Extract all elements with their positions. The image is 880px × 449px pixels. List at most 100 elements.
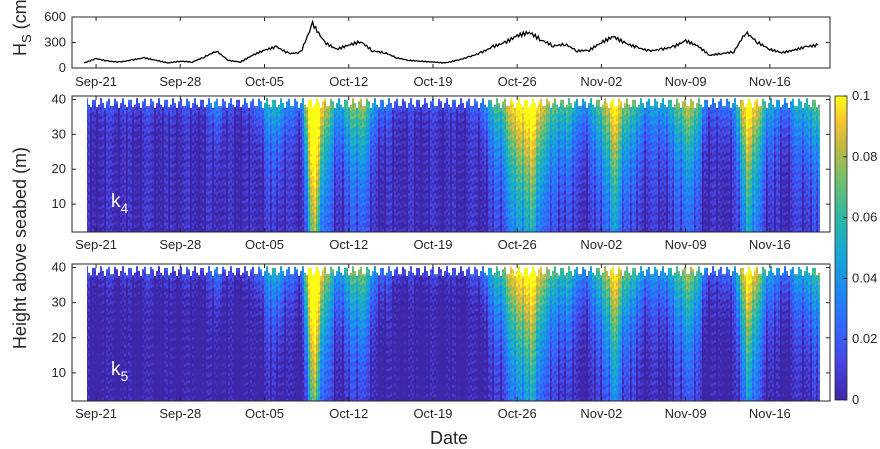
k4-cell <box>164 168 166 173</box>
k4-cell <box>238 111 240 116</box>
k4-cell <box>252 113 254 118</box>
k4-cell <box>296 176 298 180</box>
k4-cell <box>90 185 92 189</box>
k4-cell <box>152 194 154 198</box>
k4-cell <box>170 131 172 136</box>
k4-cell <box>252 101 254 106</box>
k4-cell <box>108 134 110 139</box>
k4-cell <box>150 200 152 205</box>
k4-cell <box>180 98 182 103</box>
k4-cell <box>282 181 284 185</box>
k4-cell <box>226 224 228 229</box>
k4-cell <box>90 125 92 129</box>
k4-cell <box>188 155 190 159</box>
k4-cell <box>124 185 126 190</box>
k4-cell <box>260 173 262 177</box>
k4-cell <box>272 192 274 197</box>
k4-cell <box>178 164 180 168</box>
k4-cell <box>254 223 256 227</box>
k4-cell <box>204 221 206 225</box>
k4-cell <box>208 227 210 231</box>
k4-cell <box>294 215 296 220</box>
k4-cell <box>180 176 182 181</box>
k4-column <box>162 107 164 232</box>
k4-cell <box>160 143 162 148</box>
k4-cell <box>87 200 88 204</box>
k4-cell <box>242 161 244 166</box>
k4-cell <box>270 212 272 216</box>
k4-cell <box>204 131 206 135</box>
k4-cell <box>220 187 222 191</box>
k4-cell <box>120 118 122 122</box>
k4-cell <box>248 200 250 205</box>
k4-cell <box>188 113 190 117</box>
k4-cell <box>118 221 120 226</box>
k4-cell <box>302 143 304 147</box>
k4-cell <box>106 113 108 117</box>
k4-cell <box>292 109 294 113</box>
k4-cell <box>188 194 190 198</box>
k4-cell <box>256 148 258 152</box>
k4-cell <box>236 201 238 206</box>
k4-cell <box>208 134 210 138</box>
k4-cell <box>106 101 108 105</box>
k4-cell <box>87 227 88 231</box>
k4-cell <box>232 167 234 172</box>
k4-cell <box>110 121 112 125</box>
k4-cell <box>124 146 126 151</box>
k4-cell <box>220 223 222 227</box>
k4-cell <box>132 131 134 135</box>
k4-cell <box>232 119 234 124</box>
k4-cell <box>200 186 202 191</box>
k4-cell <box>270 146 272 150</box>
k4-cell <box>220 130 222 134</box>
k4-cell <box>216 230 218 232</box>
k4-cell <box>304 188 306 193</box>
k4-cell <box>240 152 242 156</box>
k4-cell <box>106 116 108 120</box>
hs-plot-area <box>71 16 831 69</box>
k4-cell <box>132 224 134 228</box>
k4-cell <box>260 215 262 219</box>
k4-cell <box>282 211 284 215</box>
k4-cell <box>204 224 206 228</box>
k4-cell <box>210 181 212 185</box>
k4-cell <box>122 140 124 144</box>
k4-cell <box>216 128 218 133</box>
k4-cell <box>300 172 302 176</box>
k4-cell <box>138 166 140 170</box>
k4-cell <box>166 165 168 170</box>
k4-cell <box>192 214 194 218</box>
k4-cell <box>256 223 258 227</box>
k4-cell <box>284 227 286 232</box>
k4-cell <box>188 197 190 201</box>
k4-cell <box>266 134 268 138</box>
k4-cell <box>184 181 186 185</box>
k4-cell <box>222 155 224 160</box>
k4-cell <box>87 215 88 219</box>
k4-cell <box>260 197 262 201</box>
k4-cell <box>260 218 262 222</box>
k4-cell <box>258 155 260 160</box>
k4-cell <box>278 146 280 151</box>
k4-cell <box>106 221 108 225</box>
k4-cell <box>256 208 258 212</box>
k4-cell <box>178 122 180 126</box>
k4-cell <box>176 194 178 199</box>
k4-cell <box>222 134 224 139</box>
k4-cell <box>294 158 296 163</box>
k4-cell <box>198 188 200 192</box>
k4-cell <box>142 122 144 126</box>
k4-cell <box>152 200 154 204</box>
k4-cell <box>234 116 236 120</box>
k4-cell <box>112 208 114 212</box>
k4-cell <box>270 137 272 141</box>
k4-cell <box>104 230 106 232</box>
k4-cell <box>186 176 188 181</box>
k4-cell <box>270 164 272 168</box>
k4-cell <box>288 161 290 166</box>
k4-cell <box>144 155 146 160</box>
k4-cell <box>296 143 298 147</box>
k4-cell <box>258 167 260 172</box>
k4-cell <box>146 184 148 188</box>
